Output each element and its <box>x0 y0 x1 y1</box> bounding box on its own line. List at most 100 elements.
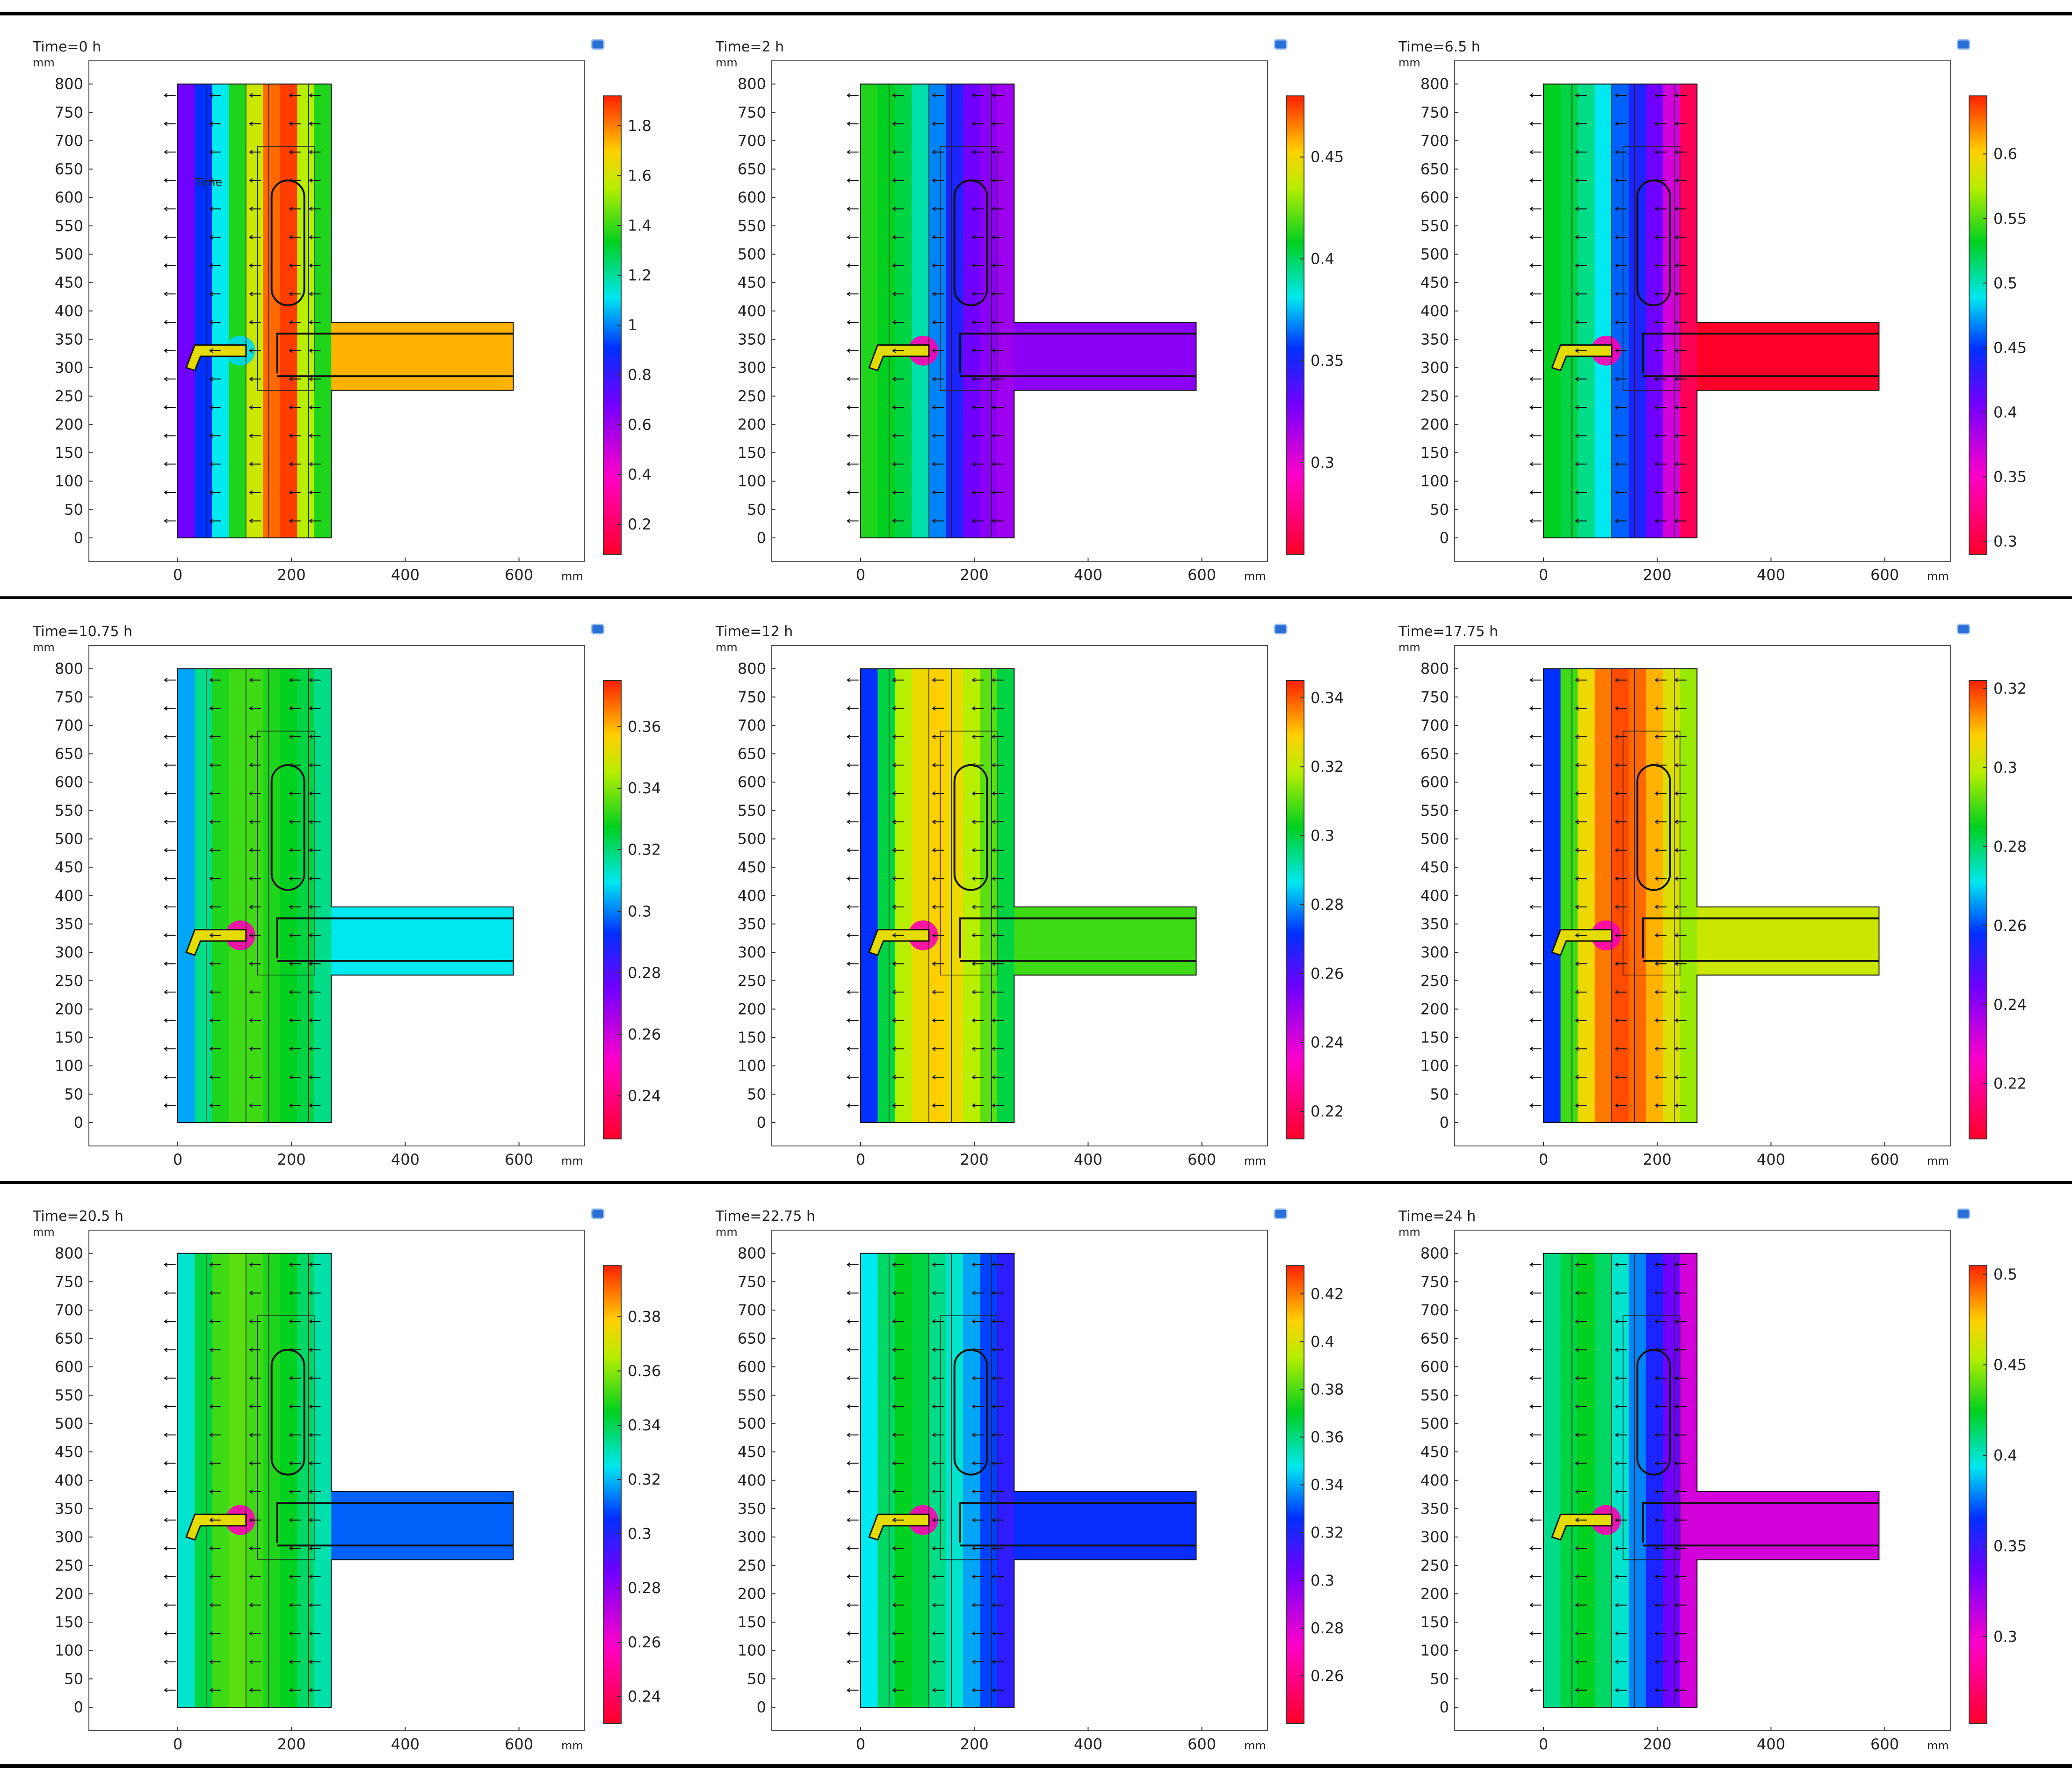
flux-arrow <box>1529 1018 1542 1023</box>
flux-arrow <box>991 206 1004 211</box>
flux-arrow <box>1674 490 1687 495</box>
flux-arrow <box>308 121 321 126</box>
slab-outline <box>276 333 514 377</box>
flux-arrow <box>289 150 301 154</box>
flux-arrow <box>846 1631 859 1636</box>
y-tick-label: 550 <box>55 1386 83 1404</box>
colorbar-tick-label: 1.6 <box>628 167 652 184</box>
flux-arrow <box>932 377 944 382</box>
flux-arrow <box>249 762 261 768</box>
field-strip <box>280 1253 297 1707</box>
flux-arrow <box>1575 1660 1587 1664</box>
y-tick-label: 500 <box>738 830 766 848</box>
flux-arrow <box>289 1319 301 1324</box>
flux-arrow <box>1575 1517 1587 1522</box>
flux-arrow <box>289 206 301 211</box>
y-tick-label: 800 <box>738 75 766 93</box>
field-strip <box>946 84 964 538</box>
flux-arrow <box>1654 1404 1667 1409</box>
flux-arrow <box>163 905 176 909</box>
flux-arrow <box>991 1103 1004 1108</box>
flux-arrow <box>991 518 1004 523</box>
flux-arrow <box>1674 1046 1687 1051</box>
y-tick-label: 200 <box>1420 415 1449 433</box>
flux-arrow <box>249 1404 261 1409</box>
colorbar-tick-label: 0.38 <box>628 1308 661 1326</box>
flux-arrow <box>163 1018 176 1023</box>
flux-arrow <box>1674 1319 1687 1324</box>
y-tick-label: 300 <box>55 943 83 961</box>
field-strip <box>314 668 332 1123</box>
flux-arrow <box>1615 1018 1627 1023</box>
flux-arrow <box>163 990 176 994</box>
flux-arrow <box>892 1262 904 1267</box>
flux-arrow <box>1674 263 1687 268</box>
flux-arrow <box>971 490 984 495</box>
flux-arrow <box>971 1688 984 1693</box>
flux-arrow <box>1674 990 1687 994</box>
y-tick-label: 50 <box>747 1670 766 1688</box>
flux-arrow <box>209 706 221 711</box>
flux-arrow <box>991 348 1004 353</box>
flux-arrow <box>163 320 176 325</box>
flux-arrow <box>1674 678 1687 682</box>
slab-outline <box>959 333 1196 377</box>
y-tick-label: 700 <box>1420 717 1449 734</box>
flux-arrow <box>991 876 1004 881</box>
y-tick-label: 50 <box>1430 500 1449 518</box>
flux-arrow <box>971 706 984 711</box>
flux-arrow <box>1674 291 1687 297</box>
flux-arrow <box>1654 121 1667 126</box>
flux-arrow <box>163 848 176 853</box>
flux-arrow <box>209 1018 221 1023</box>
flux-arrow <box>1529 762 1542 768</box>
y-tick-label: 50 <box>1430 1085 1449 1103</box>
flux-arrow <box>892 762 904 768</box>
flux-arrow <box>1575 848 1587 853</box>
flux-arrow <box>1575 1574 1587 1579</box>
flux-arrow <box>1529 1262 1542 1267</box>
flux-arrow <box>1654 150 1667 154</box>
y-tick-label: 400 <box>738 1472 766 1489</box>
flux-arrow <box>932 348 944 353</box>
colorbar-tick-label: 0.32 <box>1993 680 2027 697</box>
y-unit-label: mm <box>716 56 738 69</box>
colorbar-tick-label: 0.34 <box>1311 1476 1344 1494</box>
flux-arrow <box>163 876 176 881</box>
colorbar-tick-label: 0.28 <box>628 1579 661 1597</box>
flux-arrow <box>892 1546 904 1551</box>
flux-arrow <box>892 178 904 183</box>
flux-arrow <box>1575 377 1587 382</box>
flux-arrow <box>249 961 261 966</box>
y-tick-label: 300 <box>738 359 766 377</box>
y-tick-label: 450 <box>55 858 83 876</box>
field-strip <box>1645 1253 1663 1707</box>
flux-arrow <box>1615 678 1627 682</box>
colorbar-tick-label: 0.3 <box>1993 532 2017 550</box>
flux-arrow <box>1674 405 1687 410</box>
flux-arrow <box>991 1546 1004 1551</box>
flux-arrow <box>846 405 859 410</box>
flux-arrow <box>1529 1489 1542 1494</box>
flux-arrow <box>971 1574 984 1579</box>
flux-arrow <box>289 848 301 853</box>
field-strip <box>1543 1253 1561 1707</box>
y-tick-label: 650 <box>1420 1330 1449 1348</box>
flux-arrow <box>1529 263 1542 268</box>
flux-arrow <box>1615 150 1627 154</box>
colorbar-tick-label: 0.32 <box>628 1471 661 1488</box>
y-tick-label: 100 <box>55 472 83 490</box>
x-tick-label: 200 <box>1643 1735 1672 1753</box>
flux-arrow <box>846 93 859 98</box>
flux-arrow <box>308 1290 321 1296</box>
y-tick-label: 0 <box>74 1114 83 1131</box>
y-tick-label: 200 <box>55 415 83 433</box>
flux-arrow <box>1529 206 1542 211</box>
column-outline <box>257 731 315 976</box>
flux-arrow <box>971 150 984 154</box>
flux-arrow <box>1529 1404 1542 1409</box>
y-tick-label: 550 <box>738 217 766 235</box>
y-tick-label: 100 <box>1420 472 1449 490</box>
flux-arrow <box>1654 1489 1667 1494</box>
y-tick-label: 0 <box>74 529 83 547</box>
